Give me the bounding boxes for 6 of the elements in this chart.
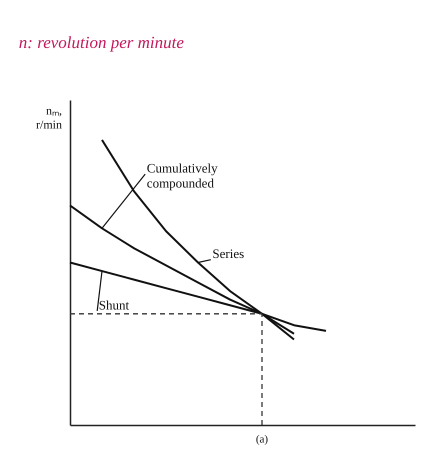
legend-label: Series	[212, 246, 244, 261]
text: n: revolution per minute	[18, 32, 184, 52]
y-axis-title: nₘ, r/min	[36, 104, 62, 132]
text: Cumulatively compounded	[146, 160, 218, 190]
text: (a)	[256, 433, 268, 446]
series-label: Shunt	[98, 297, 130, 312]
